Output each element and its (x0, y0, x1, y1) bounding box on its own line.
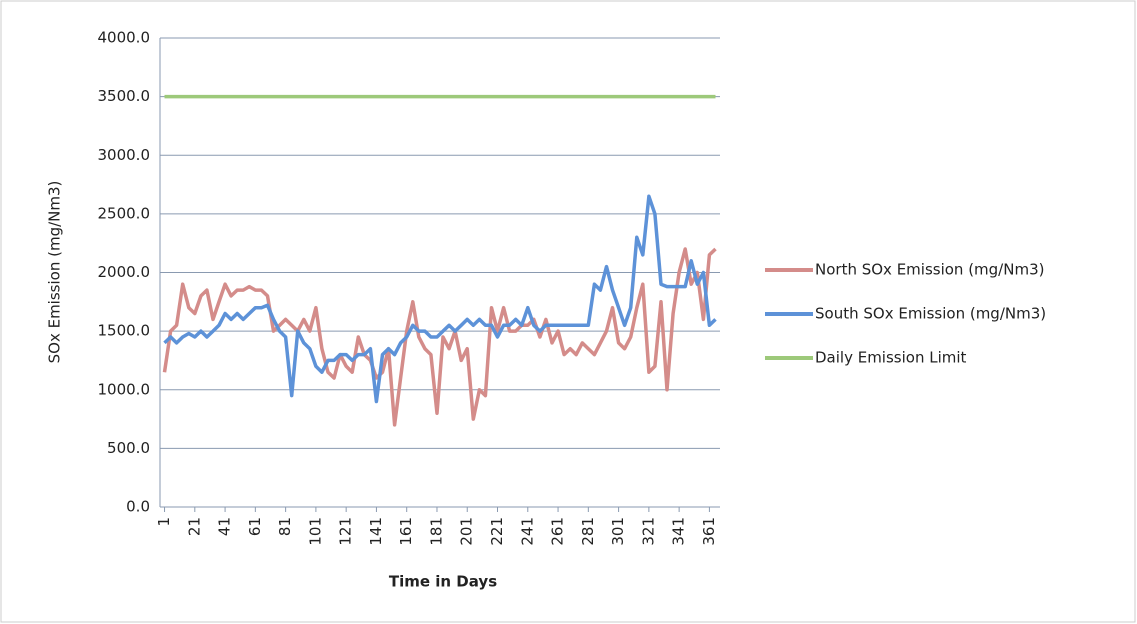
y-tick-label: 1000.0 (98, 380, 151, 398)
x-tick-label: 201 (458, 517, 476, 546)
x-tick-label: 281 (579, 517, 597, 546)
legend-label: South SOx Emission (mg/Nm3) (815, 305, 1046, 323)
x-tick-label: 321 (639, 517, 657, 546)
legend-label: North SOx Emission (mg/Nm3) (815, 261, 1044, 279)
y-tick-label: 500.0 (107, 439, 150, 457)
y-tick-label: 0.0 (126, 498, 150, 516)
x-tick-label: 361 (700, 517, 718, 546)
x-axis-title: Time in Days (389, 573, 497, 591)
x-tick-label: 101 (306, 517, 324, 546)
x-tick-label: 41 (216, 517, 234, 536)
x-tick-label: 161 (397, 517, 415, 546)
x-tick-label: 241 (518, 517, 536, 546)
x-tick-label: 341 (670, 517, 688, 546)
y-axis-title: SOx Emission (mg/Nm3) (46, 181, 64, 364)
x-tick-label: 221 (488, 517, 506, 546)
y-tick-label: 4000.0 (98, 29, 151, 47)
x-tick-label: 1 (155, 517, 173, 527)
x-tick-label: 181 (427, 517, 445, 546)
y-tick-label: 2500.0 (98, 204, 151, 222)
x-tick-label: 141 (367, 517, 385, 546)
x-tick-label: 21 (185, 517, 203, 536)
legend-label: Daily Emission Limit (815, 349, 967, 367)
y-tick-label: 1500.0 (98, 322, 151, 340)
x-tick-label: 121 (337, 517, 355, 546)
series-line (163, 194, 717, 404)
x-tick-label: 61 (246, 517, 264, 536)
x-tick-label: 81 (276, 517, 294, 536)
x-tick-label: 261 (549, 517, 567, 546)
y-tick-label: 2000.0 (98, 263, 151, 281)
series-line (162, 247, 717, 427)
y-tick-label: 3000.0 (98, 146, 151, 164)
x-tick-label: 301 (609, 517, 627, 546)
y-tick-label: 3500.0 (98, 87, 151, 105)
